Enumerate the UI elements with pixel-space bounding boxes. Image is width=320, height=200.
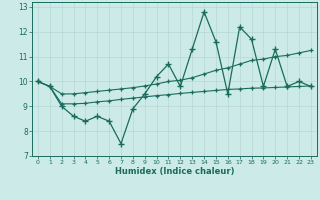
X-axis label: Humidex (Indice chaleur): Humidex (Indice chaleur): [115, 167, 234, 176]
